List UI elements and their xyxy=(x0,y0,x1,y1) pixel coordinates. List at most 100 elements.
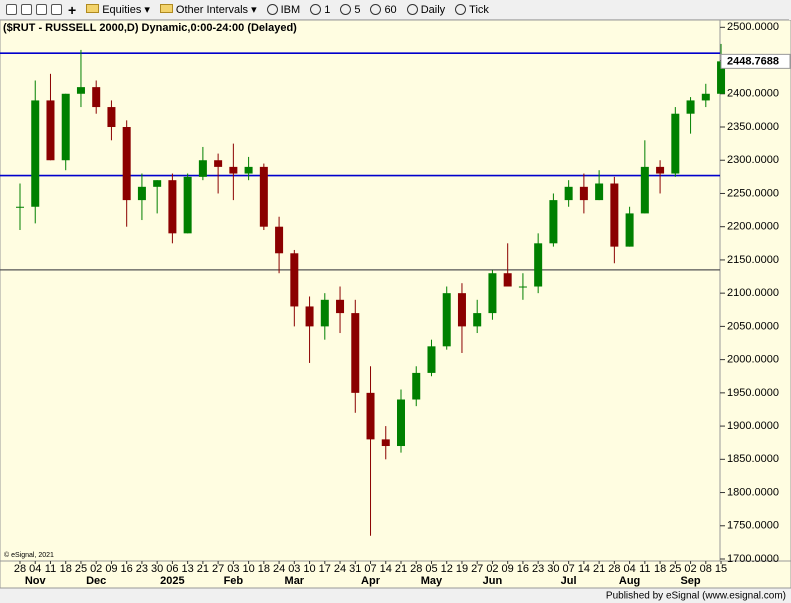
x-tick-label: 21 xyxy=(395,563,407,575)
y-tick-label: 2350.0000 xyxy=(727,121,779,133)
y-tick-label: 2100.0000 xyxy=(727,287,779,299)
toolbar-button[interactable]: Tick xyxy=(455,3,489,16)
y-tick-label: 2250.0000 xyxy=(727,187,779,199)
x-tick-label: 21 xyxy=(197,563,209,575)
candle-body xyxy=(579,186,588,201)
y-tick-label: 1750.0000 xyxy=(727,520,779,532)
candle-body xyxy=(275,226,284,254)
x-tick-label: 03 xyxy=(288,563,300,575)
x-tick-label: 12 xyxy=(441,563,453,575)
x-tick-label: 09 xyxy=(502,563,514,575)
x-tick-label: 25 xyxy=(75,563,87,575)
toolbar-button[interactable]: IBM xyxy=(266,3,301,16)
month-label: Feb xyxy=(224,575,244,587)
candle-body xyxy=(137,186,146,201)
candle-body xyxy=(640,166,649,214)
toolbar-button[interactable]: 5 xyxy=(340,3,361,16)
toolbar: + Equities ▾ Other Intervals ▾ IBM 1 5 6… xyxy=(0,0,789,20)
toolbar-button[interactable]: Equities ▾ xyxy=(86,3,150,16)
toolbar-button[interactable]: 60 xyxy=(370,3,397,16)
add-icon[interactable]: + xyxy=(68,1,77,18)
toolbar-label: Other Intervals xyxy=(175,4,249,16)
month-label: Jun xyxy=(483,575,503,587)
month-label: Nov xyxy=(25,575,47,587)
toolbar-button[interactable]: Daily xyxy=(406,3,445,16)
x-tick-label: 23 xyxy=(532,563,544,575)
copyright: © eSignal, 2021 xyxy=(4,551,54,559)
x-tick-label: 18 xyxy=(654,563,666,575)
x-tick-label: 28 xyxy=(14,563,26,575)
x-tick-label: 07 xyxy=(563,563,575,575)
tool-icon[interactable] xyxy=(51,4,62,15)
plot-area xyxy=(0,20,721,562)
candle-body xyxy=(290,253,299,307)
tool-icon[interactable] xyxy=(6,4,17,15)
x-tick-label: 02 xyxy=(90,563,102,575)
month-label: Mar xyxy=(285,575,305,587)
chart-title: ($RUT - RUSSELL 2000,D) Dynamic,0:00-24:… xyxy=(3,22,297,34)
candle-body xyxy=(610,183,619,247)
tool-icon[interactable] xyxy=(36,4,47,15)
x-tick-label: 10 xyxy=(242,563,254,575)
x-tick-label: 30 xyxy=(151,563,163,575)
candle-body xyxy=(457,293,466,327)
toolbar-label: 1 xyxy=(324,3,331,16)
candle-body xyxy=(92,87,101,108)
toolbar-label: IBM xyxy=(280,3,301,16)
candle-body xyxy=(214,160,223,167)
x-tick-label: 02 xyxy=(684,563,696,575)
candle-body xyxy=(76,87,85,94)
y-tick-label: 1950.0000 xyxy=(727,387,779,399)
price-axis xyxy=(719,20,791,562)
candle-body xyxy=(549,200,558,244)
y-tick-label: 1850.0000 xyxy=(727,453,779,465)
candle-body xyxy=(259,166,268,227)
candle-body xyxy=(656,166,665,174)
toolbar-button[interactable]: Other Intervals ▾ xyxy=(159,3,257,16)
y-tick-label: 1900.0000 xyxy=(727,420,779,432)
tool-icon[interactable] xyxy=(21,4,32,15)
toolbar-label: Tick xyxy=(469,3,489,16)
toolbar-label: 5 xyxy=(354,3,361,16)
x-tick-label: 27 xyxy=(471,563,483,575)
candle-body xyxy=(198,160,207,177)
candle-body xyxy=(564,186,573,201)
x-tick-label: 30 xyxy=(547,563,559,575)
y-tick-label: 2300.0000 xyxy=(727,154,779,166)
x-tick-label: 05 xyxy=(425,563,437,575)
candle-body xyxy=(686,100,695,114)
x-tick-label: 27 xyxy=(212,563,224,575)
candle-body xyxy=(625,213,634,247)
month-label: 2025 xyxy=(160,575,184,587)
y-tick-label: 1700.0000 xyxy=(727,553,779,565)
x-tick-label: 31 xyxy=(349,563,361,575)
x-tick-label: 16 xyxy=(517,563,529,575)
x-tick-label: 21 xyxy=(593,563,605,575)
x-tick-label: 10 xyxy=(303,563,315,575)
x-tick-label: 19 xyxy=(456,563,468,575)
month-label: May xyxy=(421,575,443,587)
x-tick-label: 11 xyxy=(45,563,56,575)
toolbar-button[interactable]: 1 xyxy=(310,3,331,16)
candle-body xyxy=(701,93,710,101)
last-price-box xyxy=(720,53,791,69)
x-tick-label: 15 xyxy=(715,563,727,575)
candle-body xyxy=(61,93,70,161)
candle-body xyxy=(427,346,436,373)
y-tick-label: 1800.0000 xyxy=(727,486,779,498)
candle-body xyxy=(503,273,512,287)
x-tick-label: 28 xyxy=(608,563,620,575)
candle-body xyxy=(183,176,192,234)
candle-body xyxy=(366,392,375,440)
candle-body xyxy=(671,113,680,174)
candle-body xyxy=(336,299,345,314)
x-tick-label: 28 xyxy=(410,563,422,575)
candle-body xyxy=(595,183,604,201)
y-tick-label: 2400.0000 xyxy=(727,88,779,100)
x-tick-label: 25 xyxy=(669,563,681,575)
candle-body xyxy=(16,206,24,208)
x-tick-label: 04 xyxy=(623,563,635,575)
candle-body xyxy=(351,313,360,393)
candle-body xyxy=(518,286,527,288)
toolbar-label: Equities xyxy=(102,4,142,16)
